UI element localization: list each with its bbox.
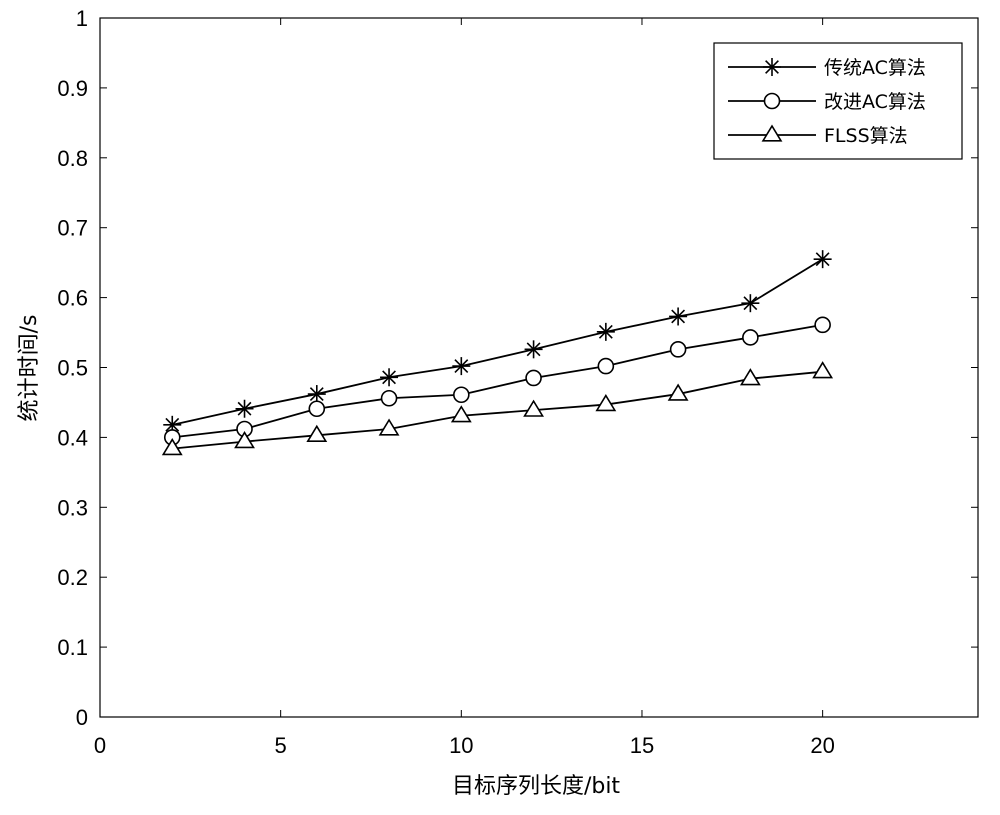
data-point <box>380 368 399 387</box>
y-tick-label: 0.6 <box>57 286 88 311</box>
data-point <box>741 294 760 313</box>
asterisk-stroke <box>237 401 252 416</box>
asterisk-stroke <box>382 370 396 385</box>
asterisk-stroke <box>815 252 830 267</box>
data-point <box>525 369 542 387</box>
x-tick-label: 5 <box>275 733 287 758</box>
x-tick-label: 15 <box>630 733 654 758</box>
y-tick-label: 1 <box>76 6 88 31</box>
data-point <box>234 431 255 449</box>
series-2 <box>163 316 831 446</box>
data-point <box>813 250 832 269</box>
x-axis-title: 目标序列长度/bit <box>452 774 620 799</box>
legend-label: 改进AC算法 <box>824 91 926 113</box>
data-point <box>596 322 615 341</box>
data-point <box>597 357 615 375</box>
series-line <box>172 258 824 426</box>
x-tick-label: 0 <box>94 733 106 758</box>
asterisk-stroke <box>165 417 180 432</box>
data-point <box>161 438 183 456</box>
asterisk-stroke <box>743 296 758 311</box>
y-axis-title: 统计时间/s <box>17 315 42 422</box>
data-point <box>378 418 400 436</box>
asterisk-stroke <box>309 387 324 401</box>
legend-label: FLSS算法 <box>824 125 908 147</box>
y-tick-label: 0.7 <box>57 216 88 241</box>
data-point <box>814 316 831 334</box>
y-tick-label: 0.8 <box>57 146 88 171</box>
y-tick-label: 0 <box>76 705 88 730</box>
data-point <box>235 399 254 418</box>
asterisk-stroke <box>526 342 541 357</box>
data-point <box>308 400 326 418</box>
axis-ticks: 00.10.20.30.40.50.60.70.80.910 5 10 15 20 <box>57 6 978 758</box>
y-tick-label: 0.3 <box>57 495 88 520</box>
asterisk-stroke <box>598 324 613 339</box>
data-point <box>306 424 328 442</box>
data-point <box>742 329 759 346</box>
circle-marker-icon <box>763 92 781 110</box>
y-tick-label: 0.4 <box>57 425 88 450</box>
asterisk-stroke <box>765 60 779 74</box>
x-tick-label: 10 <box>449 733 473 758</box>
series-3 <box>161 361 834 456</box>
series-line <box>172 370 823 450</box>
y-tick-label: 0.5 <box>57 356 88 381</box>
y-tick-label: 0.2 <box>57 565 88 590</box>
asterisk-stroke <box>671 309 686 324</box>
data-point <box>307 385 326 404</box>
triangle-marker-icon <box>761 124 783 142</box>
data-point <box>452 357 471 376</box>
data-point <box>669 341 687 358</box>
data-point <box>812 361 834 379</box>
data-point <box>667 383 689 401</box>
y-tick-label: 0.1 <box>57 635 88 660</box>
data-point <box>450 405 472 423</box>
x-tick-label: 20 <box>810 733 834 758</box>
data-point <box>523 399 545 417</box>
series-1 <box>163 250 832 434</box>
data-point <box>524 340 543 359</box>
y-tick-label: 0.9 <box>57 76 88 101</box>
legend-entry: 传统AC算法 <box>728 57 926 79</box>
data-point <box>739 368 761 386</box>
asterisk-marker-icon <box>763 58 781 76</box>
data-point <box>669 307 688 326</box>
data-point <box>380 389 398 407</box>
legend-label: 传统AC算法 <box>824 57 926 79</box>
asterisk-stroke <box>454 359 469 374</box>
plot-series <box>161 250 834 456</box>
data-point <box>595 394 617 412</box>
legend-entry: 改进AC算法 <box>728 91 926 113</box>
series-line <box>172 323 823 439</box>
legend-entry: FLSS算法 <box>728 124 908 147</box>
data-point <box>453 386 470 404</box>
